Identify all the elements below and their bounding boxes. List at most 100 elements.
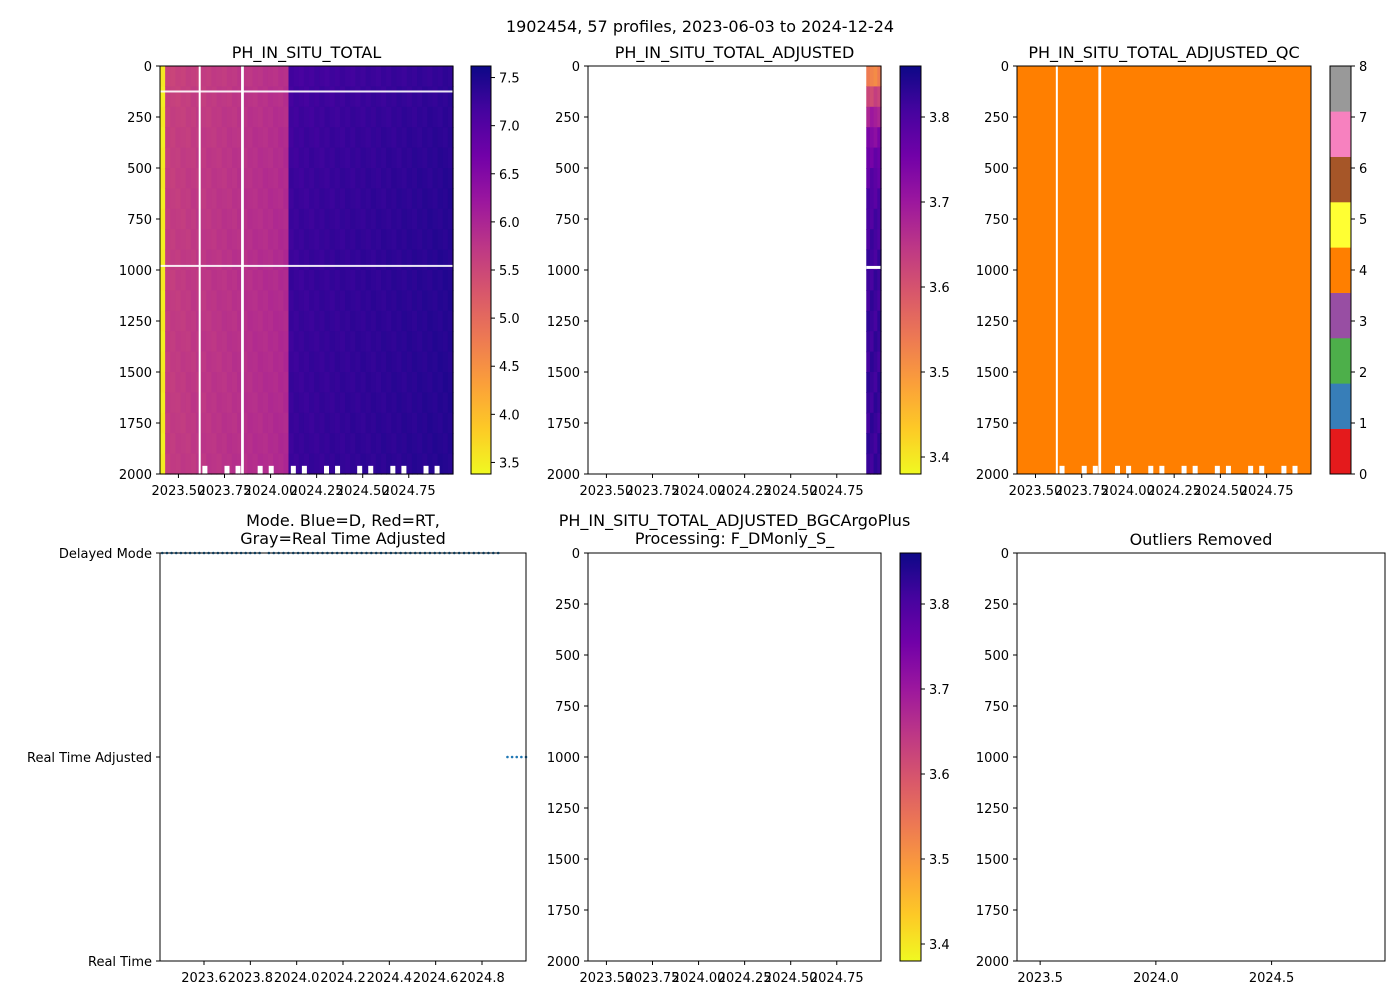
heatmap-cell xyxy=(381,453,387,475)
heatmap-cell xyxy=(877,208,882,230)
heatmap-cell xyxy=(866,310,871,332)
colorbar-tick-label: 3.4 xyxy=(929,938,950,953)
heatmap-cell xyxy=(334,147,341,169)
x-tick-label: 2024.75 xyxy=(1240,484,1294,499)
y-tick-label: 1250 xyxy=(976,315,1009,330)
heatmap-cell xyxy=(386,433,392,455)
heatmap-cell xyxy=(175,331,182,353)
heatmap-cell xyxy=(375,392,382,414)
y-tick-label: 750 xyxy=(984,213,1009,228)
heatmap-cell xyxy=(165,310,171,332)
heatmap-cell xyxy=(877,392,882,414)
heatmap-cell xyxy=(866,331,871,353)
heatmap-cell xyxy=(324,392,331,414)
heatmap-cell xyxy=(247,208,254,230)
heatmap-cell xyxy=(180,208,187,230)
heatmap-cell xyxy=(381,147,387,169)
heatmap-cell xyxy=(283,290,290,312)
heatmap-cell xyxy=(211,433,218,455)
heatmap-cell xyxy=(406,351,413,373)
heatmap-cell xyxy=(175,392,182,414)
heatmap-cell xyxy=(221,412,228,434)
heatmap-cell xyxy=(257,453,264,475)
heatmap-cell xyxy=(432,392,439,414)
heatmap-cell xyxy=(231,310,238,332)
heatmap-cell xyxy=(298,372,305,393)
heatmap-cell xyxy=(185,168,192,189)
heatmap-cell xyxy=(262,392,269,414)
heatmap-cell xyxy=(375,290,382,312)
heatmap-cell xyxy=(355,372,362,393)
heatmap-cell xyxy=(257,168,264,189)
heatmap-cell xyxy=(365,168,372,189)
heatmap-cell xyxy=(432,208,439,230)
heatmap-cell xyxy=(303,270,310,291)
heatmap-cell xyxy=(324,453,331,475)
heatmap-cell xyxy=(447,310,454,332)
heatmap-cell xyxy=(370,249,377,271)
heatmap-cell xyxy=(170,188,177,210)
panel-mode: 2023.6 2023.8 2024.0 2024.2 2024.4 2024.6 2024… xyxy=(27,511,528,986)
heatmap-cell xyxy=(288,147,295,169)
heatmap-cell xyxy=(350,372,356,393)
heatmap-cell xyxy=(231,372,238,393)
heatmap-cell xyxy=(262,106,269,128)
colorbar-tick-label: 4.0 xyxy=(499,408,520,423)
heatmap-cell xyxy=(391,86,398,108)
heatmap-cell xyxy=(267,310,274,332)
heatmap-cell xyxy=(231,66,238,87)
heatmap-cell xyxy=(355,453,362,475)
heatmap-cell xyxy=(231,392,238,414)
bottom-gap xyxy=(390,465,396,474)
heatmap-cell xyxy=(334,106,341,128)
heatmap-cell xyxy=(190,229,197,251)
heatmap-cell xyxy=(211,208,218,230)
heatmap-cell xyxy=(391,290,398,312)
heatmap-cell xyxy=(216,229,223,251)
heatmap-cell xyxy=(298,86,305,108)
heatmap-cell xyxy=(411,168,418,189)
heatmap-cell xyxy=(273,412,279,434)
heatmap-cell xyxy=(375,208,382,230)
heatmap-cell xyxy=(334,168,341,189)
heatmap-cell xyxy=(324,86,331,108)
heatmap-cell xyxy=(267,229,274,251)
colorbar xyxy=(470,65,492,475)
heatmap-cell xyxy=(350,106,356,128)
heatmap-cell xyxy=(427,392,434,414)
heatmap-cell xyxy=(396,127,403,149)
plot-frame xyxy=(1016,552,1386,962)
mode-point xyxy=(510,755,514,759)
x-tick-label: 2024.0 xyxy=(274,971,320,986)
heatmap-cell xyxy=(242,147,248,169)
heatmap-cell xyxy=(873,372,878,393)
heatmap-cell xyxy=(324,147,331,169)
heatmap-cell xyxy=(442,66,449,87)
heatmap-cell xyxy=(185,147,192,169)
heatmap-cell xyxy=(283,392,290,414)
heatmap-cell xyxy=(355,249,362,271)
heatmap-cell xyxy=(339,412,346,434)
heatmap-cell xyxy=(231,208,238,230)
panel-adjusted: 2023.502023.752024.002024.252024.502024.… xyxy=(547,43,950,499)
heatmap-cell xyxy=(293,392,300,414)
heatmap-cell xyxy=(180,106,187,128)
heatmap-cell xyxy=(391,127,398,149)
heatmap-cell xyxy=(298,249,305,271)
heatmap-cell xyxy=(273,249,279,271)
heatmap-cell xyxy=(427,249,434,271)
heatmap-cell xyxy=(406,229,413,251)
heatmap-cell xyxy=(206,433,213,455)
heatmap-cell xyxy=(411,453,418,475)
heatmap-cell xyxy=(447,147,454,169)
heatmap-cell xyxy=(401,147,408,169)
heatmap-cell xyxy=(877,86,882,108)
heatmap-cell xyxy=(303,229,310,251)
heatmap-cell xyxy=(375,433,382,455)
heatmap-cell xyxy=(257,433,264,455)
colorbar-tick-label: 3.4 xyxy=(929,451,950,466)
heatmap-cell xyxy=(206,127,213,149)
heatmap-cell xyxy=(319,270,326,291)
heatmap-cell xyxy=(247,392,254,414)
heatmap-cell xyxy=(319,310,326,332)
